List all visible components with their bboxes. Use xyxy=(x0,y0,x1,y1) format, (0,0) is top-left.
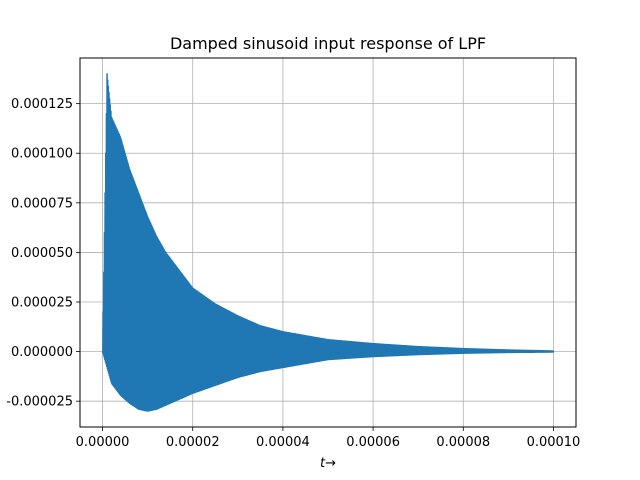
x-tick-label: 0.00010 xyxy=(527,435,581,450)
y-tick-label: 0.000050 xyxy=(11,246,73,261)
x-tick-label: 0.00004 xyxy=(256,435,310,450)
data-series xyxy=(101,73,555,412)
x-tick-label: 0.00002 xyxy=(166,435,220,450)
x-axis-label: t→ xyxy=(320,456,336,471)
y-tick-label: 0.000075 xyxy=(11,196,73,211)
grid xyxy=(80,58,576,427)
chart-title: Damped sinusoid input response of LPF xyxy=(170,34,486,53)
series-line xyxy=(101,73,555,412)
y-tick-label: 0.000025 xyxy=(11,296,73,311)
y-tick-label: 0.000000 xyxy=(11,345,73,360)
y-tick-label: 0.000100 xyxy=(11,147,73,162)
x-tick-label: 0.00000 xyxy=(76,435,130,450)
x-tick-label: 0.00006 xyxy=(346,435,400,450)
y-tick-label: 0.000125 xyxy=(11,97,73,112)
plot-frame xyxy=(79,57,577,428)
x-tick-label: 0.00008 xyxy=(436,435,490,450)
ticks: 0.00000 0.00002 0.00004 0.00006 0.00008 0.000… xyxy=(6,97,580,450)
y-tick-label: -0.000025 xyxy=(6,395,73,410)
